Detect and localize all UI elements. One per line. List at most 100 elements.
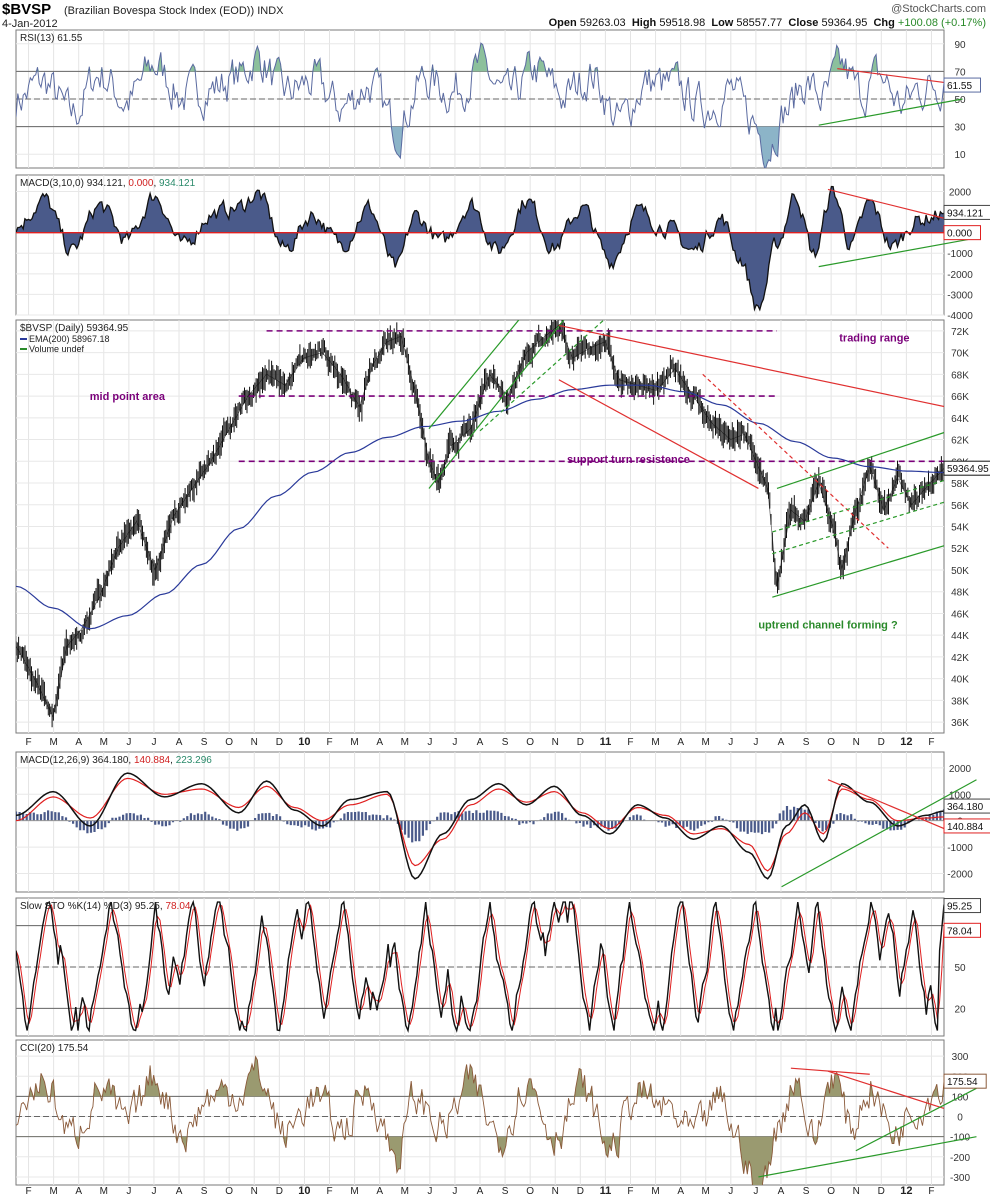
x-tick-label: 11 [600,736,612,748]
x-tick-label: 10 [298,736,310,748]
x-tick-label: M [49,1186,57,1197]
title-part: 140.884 [134,755,171,766]
title-part: 95.25 [135,901,160,912]
x-tick-label: J [126,1186,131,1197]
x-tick-label: N [251,1186,258,1197]
price-y-tick-label: 62K [951,436,969,447]
x-tick-label: A [677,737,684,748]
x-tick-label: 12 [900,1185,912,1197]
macd-fast-value-tag: 934.121 [947,208,984,219]
x-tick-label: 11 [600,1185,612,1197]
cci-trendline [790,1067,870,1075]
price-y-tick-label: 48K [951,588,969,599]
title-part: , [123,178,129,189]
title-part: 0.000 [128,178,153,189]
x-tick-label: F [25,737,31,748]
x-tick-label: J [728,737,733,748]
x-tick-label: A [376,1186,383,1197]
x-tick-label: A [477,737,484,748]
title-part: 78.04 [165,901,190,912]
stochastic-k-tag-box [943,898,981,914]
slow_sto-title: Slow STO %K(14) %D(3) 95.25, 78.04 [20,901,191,912]
rsi-value-tag-box [943,77,981,93]
price-panel: 72K70K68K66K64K62K60K58K56K54K52K50K48K4… [15,319,990,734]
price-y-tick-label: 56K [951,501,969,512]
x-tick-label: M [401,1186,409,1197]
price-y-tick-label: 54K [951,523,969,534]
x-tick-label: M [651,737,659,748]
cci-trendline [758,1136,977,1178]
macd_3_10_0-y-tick-label: 2000 [949,187,972,198]
x-tick-label: M [350,737,358,748]
x-tick-label: M [702,737,710,748]
title-part: 934.121 [87,178,124,189]
cci-trendline [855,1087,977,1152]
macd-slow-line [16,772,944,880]
rsi-y-tick-label: 50 [954,95,966,106]
title-part: 934.121 [159,178,196,189]
macd_12_26_9-y-tick-label: -1000 [947,843,973,854]
x-tick-label: D [577,1186,584,1197]
x-tick-label: D [276,737,283,748]
x-tick-label: J [126,737,131,748]
macd-slow-signal-line [16,777,944,872]
title-part: , [128,755,134,766]
title-part: , [160,901,166,912]
cci-y-tick-label: -100 [950,1133,970,1144]
price-title: $BVSP (Daily) 59364.95 [20,323,129,334]
rsi-y-tick-label: 70 [954,67,966,78]
macd_12_26_9-title: MACD(12,26,9) 364.180, 140.884, 223.296 [20,755,212,766]
x-tick-label: A [778,1186,785,1197]
x-axis-upper: F M A M J J A S O N D 10 F M A M J J A S O N D 11 F M A M J J A S O N D 12 F [25,736,934,748]
x-tick-label: J [452,1186,457,1197]
x-tick-label: A [176,737,183,748]
symbol-title: $BVSP [2,1,52,18]
stochastic-d-line [16,902,944,1029]
cci-y-tick-label: -300 [950,1173,970,1184]
macd_12_26_9-y-tick-label: 1000 [949,790,972,801]
price-trendline [428,320,565,489]
cci-trendline [827,1070,945,1110]
cci-lower-fill [16,1136,944,1185]
price-trendline [558,379,759,489]
symbol-description: (Brazilian Bovespa Stock Index (EOD)) IN… [64,5,284,17]
price-trendline [702,373,889,549]
x-tick-label: M [401,737,409,748]
x-tick-label: O [827,737,835,748]
x-tick-label: S [502,737,509,748]
title-part: 364.180 [92,755,129,766]
x-tick-label: N [853,1186,860,1197]
ohlc-readout: Open 59263.03 High 59518.98 Low 58557.77… [548,17,986,29]
price-trendline [558,324,944,408]
price-y-tick-label: 36K [951,718,969,729]
title-part: 223.296 [176,755,213,766]
stochastic-k-tag: 95.25 [947,902,972,913]
macd-slow-value-tag: 364.180 [947,802,984,813]
x-tick-label: M [651,1186,659,1197]
x-tick-label: J [452,737,457,748]
macd_3_10_0-title: MACD(3,10,0) 934.121, 0.000, 934.121 [20,178,196,189]
cci-y-tick-label: 100 [952,1092,969,1103]
title-part: MACD(12,26,9) [20,755,92,766]
macd_3_10_0-y-tick-label: -2000 [947,270,973,281]
price-annotation-label: support turn resistence [567,454,690,466]
x-tick-label: N [853,737,860,748]
legend-label: EMA(200) 58967.18 [29,334,110,344]
cci-line [16,1055,944,1185]
macd-fast-trendline [827,188,945,219]
price-y-tick-label: 58K [951,479,969,490]
macd_3_10_0-y-tick-label: -1000 [947,249,973,260]
cci-y-tick-label: -200 [950,1153,970,1164]
ema-200-line [16,384,944,630]
x-tick-label: J [151,1186,156,1197]
x-tick-label: A [75,737,82,748]
stockcharts-logo: @StockCharts.com [891,3,986,15]
slow_sto-y-tick-label: 20 [954,1004,966,1015]
x-tick-label: O [225,737,233,748]
x-tick-label: 12 [900,736,912,748]
title-part: MACD(3,10,0) [20,178,87,189]
price-annotation-label: uptrend channel forming ? [758,619,898,631]
price-y-tick-label: 50K [951,566,969,577]
x-tick-label: J [427,737,432,748]
